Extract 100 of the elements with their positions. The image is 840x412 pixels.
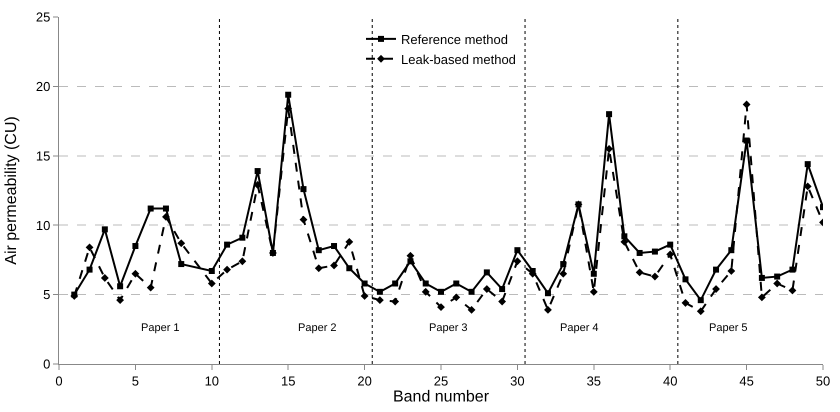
y-tick-label: 0 [43,356,50,372]
point [238,257,246,266]
point [544,290,551,296]
point [773,280,782,288]
x-tick-label: 10 [204,374,220,389]
point [132,270,140,278]
y-tick-label: 5 [43,287,50,302]
point [437,303,445,311]
point [667,242,674,248]
y-axis-title: Air permeability (CU) [2,116,20,265]
point [590,288,598,296]
y-tick-label: 10 [36,218,50,233]
x-tick-label: 35 [586,374,602,389]
point [499,286,506,292]
point [86,244,94,252]
point [392,280,398,286]
point [788,286,796,294]
legend-label: Leak-based method [401,52,516,67]
point [391,298,400,306]
x-tick-label: 30 [510,374,525,389]
x-tick-label: 15 [280,374,296,389]
y-tick-label: 15 [36,148,50,164]
point [146,284,155,292]
x-tick-label: 0 [55,374,63,389]
point [254,168,261,174]
point [727,267,736,275]
point [162,212,170,221]
point [514,257,522,266]
point [148,206,154,212]
point [498,298,506,306]
point [132,243,138,250]
point [453,280,460,286]
point [758,274,765,281]
point [117,283,124,290]
point [482,285,491,293]
annotation: Paper 3 [429,322,468,334]
point [362,280,368,286]
x-tick-label: 50 [816,374,830,389]
point [314,264,323,272]
point [696,307,705,316]
point [86,266,93,273]
point [666,250,674,258]
annotation: Paper 2 [298,322,337,334]
y-tick-label: 25 [36,10,50,25]
point [208,280,216,288]
point [100,274,109,282]
point [452,293,460,302]
point [422,288,430,296]
point [544,306,552,314]
point [330,262,338,270]
point [376,288,383,295]
point [590,270,597,277]
point [102,226,108,232]
point [468,288,475,295]
point [162,206,169,212]
point [698,297,704,304]
point [712,285,720,293]
point [621,233,628,240]
point [208,268,215,274]
point [346,265,352,272]
legend-label: Reference method [401,32,508,47]
point [713,266,720,273]
point [559,270,568,278]
point [651,272,659,280]
point [316,247,322,254]
point [682,276,688,282]
annotation: Paper 1 [141,322,180,334]
point [484,269,490,276]
point [804,161,811,168]
annotation: Paper 5 [709,322,748,334]
y-tick-label: 20 [36,78,50,94]
point [178,261,184,268]
point [422,280,429,286]
point [345,238,354,246]
point [223,266,231,274]
point [652,248,658,255]
point [468,306,476,314]
point [514,247,520,254]
point [636,268,644,276]
point [742,100,750,108]
point [636,250,643,256]
point [758,293,766,302]
point [284,104,292,113]
x-tick-label: 5 [132,374,140,389]
point [224,242,230,248]
x-tick-label: 25 [434,374,448,389]
point [360,292,368,300]
x-tick-label: 40 [662,374,678,389]
point [682,299,690,307]
point [376,296,384,304]
x-axis-title: Band number [392,388,490,406]
x-tick-label: 20 [357,374,372,389]
point [285,92,292,98]
point [331,243,338,250]
point [606,111,612,118]
point [774,274,780,280]
point [177,239,186,248]
annotation: Paper 4 [560,322,599,334]
point [300,216,308,224]
point [116,296,124,304]
